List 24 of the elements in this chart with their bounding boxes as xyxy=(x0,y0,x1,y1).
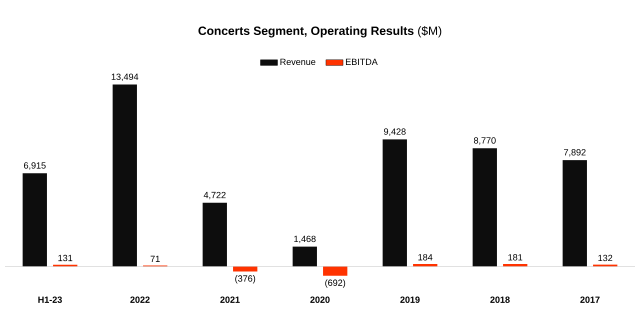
legend-label: Revenue xyxy=(280,58,316,66)
data-label: 181 xyxy=(508,254,522,260)
data-label: (692) xyxy=(325,279,346,288)
x-tick-label: 2022 xyxy=(130,296,150,303)
legend-label: EBITDA xyxy=(346,58,378,65)
x-tick-label: 2019 xyxy=(400,296,420,303)
data-label: 1,468 xyxy=(294,236,316,244)
data-label: 7,892 xyxy=(564,149,586,157)
x-tick-label: 2018 xyxy=(490,296,510,303)
data-label: 8,770 xyxy=(474,137,496,145)
data-label: 131 xyxy=(58,254,72,262)
x-tick-label: 2020 xyxy=(310,296,330,303)
data-label: (376) xyxy=(235,275,256,284)
data-label: 13,494 xyxy=(112,74,138,82)
x-tick-label: 2021 xyxy=(220,296,240,303)
chart-title: Concerts Segment, Operating Results ($M) xyxy=(198,26,442,38)
data-label: 184 xyxy=(418,254,432,260)
x-tick-label: H1-23 xyxy=(38,296,62,303)
data-label: 132 xyxy=(598,254,612,262)
data-label: 6,915 xyxy=(24,162,46,170)
data-label: 71 xyxy=(150,256,160,262)
data-label: 4,722 xyxy=(204,192,226,200)
data-label: 9,428 xyxy=(384,128,406,136)
x-tick-label: 2017 xyxy=(580,296,600,303)
